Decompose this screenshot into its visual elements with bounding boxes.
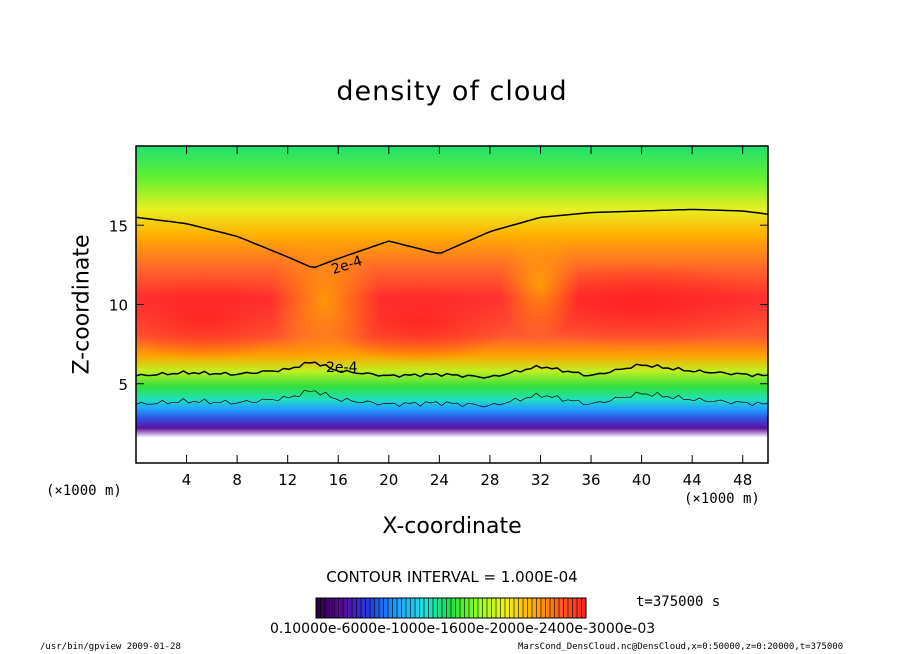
footer-program: /usr/bin/gpview 2009-01-28 [40, 642, 181, 652]
x-tick-label: 4 [182, 471, 192, 489]
x-unit-left: (×1000 m) [46, 483, 122, 499]
contour-interval-text: CONTOUR INTERVAL = 1.000E-04 [326, 568, 578, 586]
x-tick-label: 8 [232, 471, 242, 489]
footer-source: MarsCond_DensCloud.nc@DensCloud,x=0:5000… [518, 642, 844, 652]
x-axis-ticks: 4 8 12 16 20 24 28 32 36 40 44 48 [182, 146, 752, 489]
orange-gap-left [270, 230, 380, 370]
x-unit-right: (×1000 m) [684, 491, 760, 507]
y-axis-label: Z-coordinate [69, 234, 95, 375]
orange-gap-right [500, 230, 580, 340]
heatmap-field [136, 146, 768, 463]
colorbar-hatch [320, 598, 582, 618]
upper-contour-line [136, 208, 768, 269]
x-tick-label: 48 [733, 471, 752, 489]
red-core-left [136, 276, 300, 360]
lower-contour-line [136, 361, 768, 379]
x-tick-label: 24 [430, 471, 449, 489]
x-tick-label: 36 [581, 471, 600, 489]
x-tick-label: 40 [632, 471, 651, 489]
x-tick-label: 32 [531, 471, 550, 489]
contour-label-lower: 2e-4 [326, 360, 358, 376]
x-tick-label: 16 [329, 471, 348, 489]
y-tick-label: 15 [109, 217, 128, 235]
x-axis-label: X-coordinate [382, 514, 522, 539]
x-tick-label: 44 [683, 471, 702, 489]
time-label: t=375000 s [636, 594, 721, 610]
chart-title: density of cloud [336, 76, 568, 107]
x-tick-label: 20 [379, 471, 398, 489]
x-tick-label: 12 [278, 471, 297, 489]
y-tick-label: 5 [118, 376, 128, 394]
colorbar-tick-labels: 0.10000e-6000e-1000e-1600e-2000e-2400e-3… [270, 621, 656, 637]
thin-contour-line [136, 389, 768, 408]
y-axis-ticks: 5 10 15 [109, 217, 768, 394]
x-tick-label: 28 [480, 471, 499, 489]
y-tick-label: 10 [109, 297, 128, 315]
